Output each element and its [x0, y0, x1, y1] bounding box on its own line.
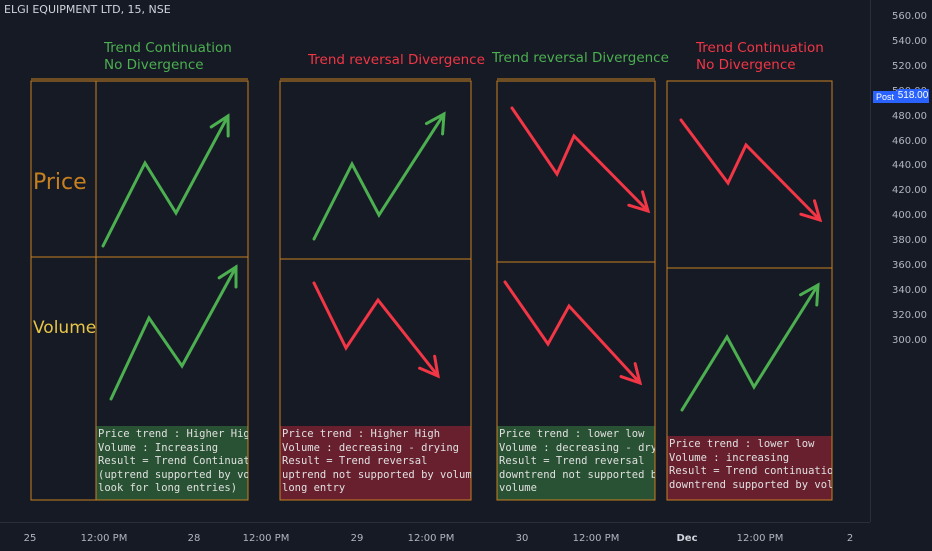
note-line: Result = Trend reversal [499, 455, 645, 467]
note-line: Price trend : Higher High [282, 428, 441, 440]
note-line: Result = Trend continuation [669, 465, 832, 477]
volume-trend-arrow [312, 281, 440, 378]
note-background [96, 426, 248, 500]
note-line: Volume : Increasing [98, 441, 219, 454]
price-trend-arrow-head [424, 111, 446, 136]
y-tick-label: 380.00 [892, 235, 927, 247]
x-tick-label: 25 [23, 533, 37, 544]
y-tick-label: 420.00 [892, 185, 927, 197]
x-tick-label: 12:00 PM [736, 533, 784, 544]
note-line: Volume : increasing [669, 451, 790, 464]
panel-note: Price trend : Higher High Volume : decrea… [280, 426, 471, 500]
x-tick-label: 12:00 PM [407, 533, 455, 544]
y-tick-label: 400.00 [892, 210, 927, 222]
x-tick-label: 30 [515, 533, 529, 544]
time-axis[interactable]: 25 12:00 PM 28 12:00 PM 29 12:00 PM 30 12:00 PM… [0, 522, 870, 551]
panel-title-line: Trend Continuation [696, 40, 824, 56]
x-tick-label: Dec [676, 533, 698, 544]
panel-title-line: Trend reversal Divergence [308, 52, 485, 68]
price-trend-arrow-head [209, 113, 230, 138]
panel-frame [279, 80, 472, 501]
x-tick-label: 12:00 PM [242, 533, 290, 544]
price-trend-arrow [312, 112, 446, 241]
y-tick-label: 540.00 [892, 35, 927, 47]
note-background [667, 436, 832, 500]
panel-note: Price trend : lower low Volume : decreasi… [497, 426, 655, 500]
panel-title-line: Trend reversal Divergence [492, 50, 669, 66]
post-label: Post [873, 91, 898, 103]
price-trend-arrow-head [799, 199, 823, 223]
panel-note: Price trend : lower low Volume : increasi… [667, 436, 832, 500]
y-tick-label: 520.00 [892, 60, 927, 72]
price-trend-arrow [679, 118, 822, 222]
x-tick-label: 2 [846, 533, 854, 544]
note-line: long entry [282, 482, 346, 494]
price-axis[interactable]: 560.00540.00520.00500.00480.00460.00440.… [870, 0, 932, 522]
volume-trend-arrow [109, 265, 238, 401]
note-line: Result = Trend reversal [282, 455, 428, 467]
volume-trend-arrow-head [217, 264, 238, 289]
panel-title-line: No Divergence [104, 57, 204, 73]
panel-title: Trend Continuation No Divergence [696, 40, 824, 74]
panel-frame [95, 80, 249, 501]
panel-frame [496, 80, 656, 501]
note-line: Price trend : lower low [669, 438, 815, 450]
x-tick-label: 28 [187, 533, 201, 544]
y-tick-label: 460.00 [892, 135, 927, 147]
y-tick-label: 360.00 [892, 260, 927, 271]
price-trend-arrow [510, 106, 650, 213]
volume-trend-arrow [680, 283, 820, 412]
panel-title: Trend Continuation No Divergence [104, 40, 232, 74]
y-tick-label: 480.00 [892, 110, 927, 122]
note-line: downtrend supported by volume [669, 478, 832, 491]
symbol-title[interactable]: ELGI EQUIPMENT LTD, 15, NSE [4, 3, 171, 16]
panel-title-line: No Divergence [696, 57, 796, 73]
x-tick-label: 12:00 PM [80, 533, 128, 544]
note-line: Price trend : Higher High [98, 428, 248, 440]
note-line: Volume : decreasing - drying [499, 441, 655, 454]
note-background [497, 426, 655, 500]
price-trend-arrow [101, 114, 230, 248]
note-background [280, 426, 471, 500]
panel-title: Trend reversal Divergence [308, 52, 485, 69]
note-line: (uptrend supported by volume [98, 468, 248, 481]
y-tick-label: 300.00 [892, 334, 927, 346]
y-tick-label: 340.00 [892, 284, 927, 296]
volume-trend-arrow-head [799, 282, 820, 307]
note-line: Volume : decreasing - drying [282, 441, 460, 454]
note-line: look for long entries) [98, 482, 238, 494]
row-label-frame [30, 80, 97, 501]
note-line: volume [499, 482, 537, 494]
note-line: Price trend : lower low [499, 428, 645, 440]
note-line: downtrend not supported by [499, 468, 655, 481]
x-tick-label: 29 [350, 533, 364, 544]
last-price-tag: 518.00 [897, 89, 929, 103]
price-row-label: Price [33, 170, 87, 195]
volume-trend-arrow-head [418, 354, 440, 379]
panel-title-line: Trend Continuation [104, 40, 232, 56]
x-tick-label: 12:00 PM [572, 533, 620, 544]
volume-trend-arrow-head [619, 362, 643, 386]
note-line: Result = Trend Continuation [98, 455, 248, 467]
y-tick-label: 560.00 [892, 11, 927, 22]
y-tick-label: 440.00 [892, 160, 927, 172]
note-line: uptrend not supported by volume exit [282, 468, 471, 481]
y-tick-label: 320.00 [892, 309, 927, 321]
price-trend-arrow-head [627, 190, 651, 214]
panel-title: Trend reversal Divergence [492, 50, 669, 67]
panel-note: Price trend : Higher High Volume : Increa… [96, 426, 248, 500]
volume-row-label: Volume [33, 318, 97, 338]
panel-frame [666, 80, 833, 501]
volume-trend-arrow [503, 280, 642, 385]
